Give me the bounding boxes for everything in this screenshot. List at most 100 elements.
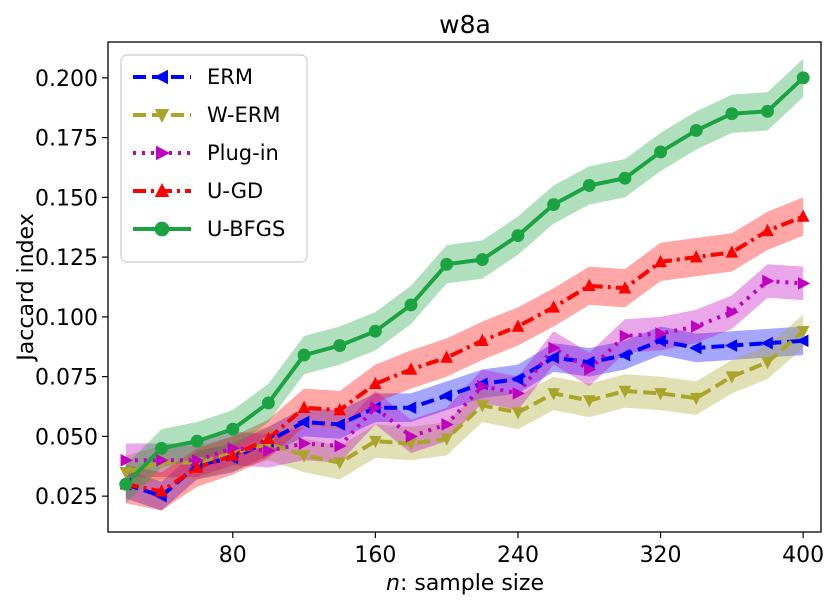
point-erm (582, 355, 595, 369)
legend-item-u-bfgs: U-BFGS (133, 217, 285, 241)
y-tick-label: 0.150 (35, 186, 98, 211)
x-axis-label-text: : sample size (400, 571, 544, 596)
point-erm (760, 336, 773, 350)
plot-frame (107, 41, 822, 533)
point-u-bfgs (511, 229, 525, 243)
legend-frame (120, 54, 308, 263)
series-lines (124, 76, 805, 499)
line-u-gd (125, 214, 804, 494)
point-w-erm (689, 392, 703, 406)
line-erm (125, 338, 804, 499)
point-plug-in (191, 453, 205, 467)
point-w-erm (725, 371, 739, 384)
point-u-bfgs (261, 396, 275, 410)
point-w-erm (796, 325, 810, 339)
legend-marker-u-gd (154, 183, 170, 197)
point-u-bfgs (190, 434, 204, 448)
point-plug-in (370, 401, 383, 415)
line-plug-in (125, 279, 804, 463)
point-u-gd (582, 278, 596, 292)
point-u-bfgs (618, 171, 632, 185)
point-u-bfgs (761, 104, 774, 118)
point-w-erm (119, 466, 133, 480)
legend-item-erm: ERM (133, 65, 253, 89)
legend-label-w-erm: W-ERM (207, 103, 280, 127)
point-u-bfgs (404, 298, 418, 312)
point-plug-in (477, 379, 490, 393)
point-u-gd (404, 362, 418, 375)
y-axis: 0.025 0.050 0.075 0.100 0.125 0.150 0.175 0.200 (35, 67, 108, 510)
chart-title: w8a (439, 10, 491, 39)
x-tick-label: 240 (497, 543, 539, 568)
point-u-bfgs (119, 477, 133, 491)
point-w-erm (547, 388, 560, 401)
point-u-gd (155, 484, 168, 497)
point-u-gd (476, 333, 489, 347)
point-u-bfgs (689, 123, 703, 137)
point-erm (617, 348, 631, 362)
point-w-erm (297, 450, 311, 463)
point-plug-in (263, 444, 276, 458)
point-plug-in (334, 439, 347, 453)
point-w-erm (582, 395, 596, 408)
point-plug-in (405, 430, 419, 443)
point-plug-in (512, 387, 525, 400)
point-w-erm (476, 400, 489, 413)
point-erm (796, 334, 809, 348)
point-u-bfgs (333, 339, 347, 353)
point-plug-in (227, 442, 240, 455)
point-u-gd (618, 281, 632, 294)
point-u-gd (689, 250, 703, 263)
point-w-erm (440, 433, 453, 446)
point-u-gd (190, 460, 204, 473)
point-u-gd (440, 350, 453, 363)
point-w-erm (511, 407, 525, 420)
y-tick-label: 0.025 (35, 485, 98, 510)
y-axis-label: Jaccard index (14, 213, 39, 362)
point-u-bfgs (475, 253, 489, 266)
point-w-erm (333, 457, 347, 470)
point-u-gd (725, 245, 739, 258)
point-u-bfgs (582, 178, 596, 192)
x-tick-label: 400 (782, 543, 824, 568)
point-u-gd (547, 300, 560, 313)
point-erm (546, 351, 559, 364)
point-u-gd (333, 403, 347, 416)
point-u-gd (369, 376, 382, 390)
point-w-erm (761, 357, 774, 370)
point-erm (404, 401, 417, 415)
legend-marker-u-bfgs (154, 221, 170, 237)
point-w-erm (654, 388, 667, 401)
point-u-bfgs (368, 324, 382, 338)
legend-label-u-bfgs: U-BFGS (207, 217, 285, 241)
y-tick-label: 0.100 (35, 306, 98, 331)
point-plug-in (762, 274, 775, 288)
legend-marker-erm (154, 69, 168, 85)
point-plug-in (548, 341, 561, 355)
point-plug-in (655, 327, 668, 340)
legend-marker-w-erm (154, 109, 170, 123)
y-tick-label: 0.175 (35, 127, 98, 152)
point-u-bfgs (297, 348, 311, 362)
y-tick-label: 0.050 (35, 425, 98, 450)
legend-item-plug-in: Plug-in (133, 141, 279, 165)
x-tick-label: 160 (354, 543, 396, 568)
point-erm (689, 341, 702, 355)
point-plug-in (726, 305, 739, 319)
point-u-gd (654, 254, 667, 268)
x-tick-label: 80 (219, 543, 247, 568)
point-plug-in (441, 418, 454, 431)
point-u-bfgs (226, 422, 240, 436)
legend-items: ERM W-ERM Plug-in U-GD U-BFGS (133, 65, 285, 241)
point-erm (510, 372, 524, 386)
point-erm (297, 415, 310, 429)
legend-item-u-gd: U-GD (133, 179, 263, 203)
x-tick-label: 320 (640, 543, 682, 568)
x-axis: 80 160 240 320 400 (219, 532, 824, 568)
point-plug-in (797, 277, 811, 290)
y-tick-label: 0.075 (35, 366, 98, 391)
point-plug-in (619, 329, 632, 343)
point-plug-in (156, 453, 169, 467)
point-erm (653, 334, 666, 348)
